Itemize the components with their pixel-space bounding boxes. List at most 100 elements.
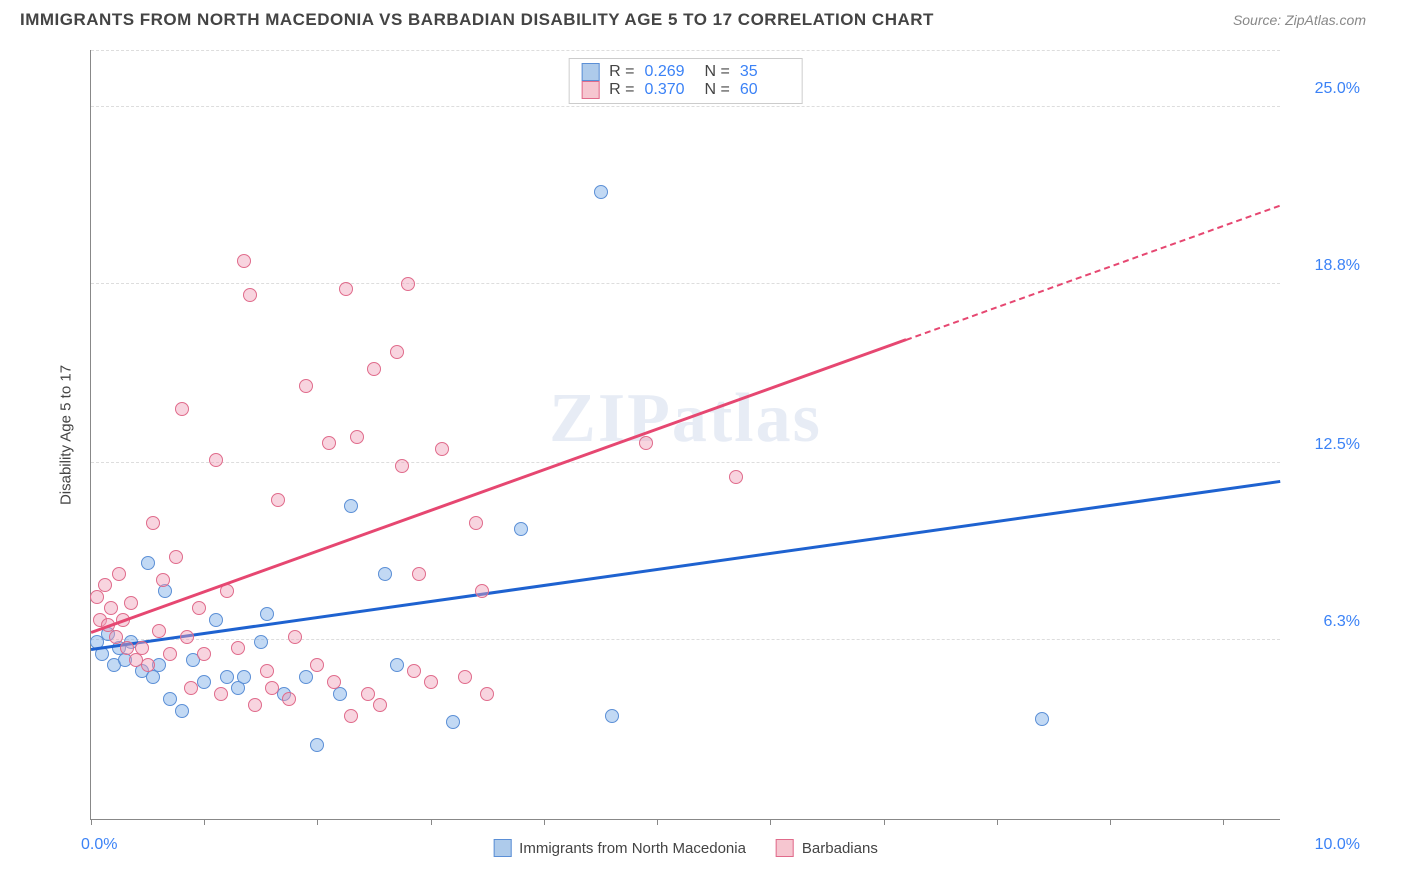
scatter-point-barbadians [373, 698, 387, 712]
scatter-point-north_macedonia [378, 567, 392, 581]
scatter-point-north_macedonia [605, 709, 619, 723]
r-label: R = [609, 81, 634, 99]
scatter-point-barbadians [169, 550, 183, 564]
scatter-point-barbadians [412, 567, 426, 581]
scatter-point-barbadians [407, 664, 421, 678]
scatter-point-barbadians [435, 442, 449, 456]
legend-swatch-macedonia [493, 839, 511, 857]
chart-title: IMMIGRANTS FROM NORTH MACEDONIA VS BARBA… [20, 10, 934, 30]
scatter-point-north_macedonia [163, 692, 177, 706]
scatter-point-barbadians [146, 516, 160, 530]
scatter-point-north_macedonia [390, 658, 404, 672]
scatter-point-barbadians [237, 254, 251, 268]
scatter-point-north_macedonia [446, 715, 460, 729]
scatter-point-barbadians [361, 687, 375, 701]
scatter-point-north_macedonia [209, 613, 223, 627]
x-tick [204, 819, 205, 825]
scatter-point-barbadians [98, 578, 112, 592]
scatter-point-barbadians [197, 647, 211, 661]
legend-swatch-blue [581, 63, 599, 81]
x-tick [1110, 819, 1111, 825]
scatter-point-barbadians [104, 601, 118, 615]
scatter-point-barbadians [260, 664, 274, 678]
scatter-point-barbadians [248, 698, 262, 712]
gridline-top [91, 50, 1280, 51]
scatter-point-barbadians [282, 692, 296, 706]
x-tick [1223, 819, 1224, 825]
scatter-point-barbadians [480, 687, 494, 701]
scatter-point-barbadians [124, 596, 138, 610]
x-tick [657, 819, 658, 825]
scatter-point-north_macedonia [220, 670, 234, 684]
legend-swatch-pink [581, 81, 599, 99]
x-tick [317, 819, 318, 825]
scatter-point-barbadians [327, 675, 341, 689]
x-tick [770, 819, 771, 825]
gridline [91, 462, 1280, 463]
scatter-point-barbadians [729, 470, 743, 484]
scatter-point-barbadians [339, 282, 353, 296]
scatter-point-barbadians [135, 641, 149, 655]
scatter-point-barbadians [424, 675, 438, 689]
chart-container: ZIPatlas Disability Age 5 to 17 0.0% 10.… [50, 50, 1370, 880]
y-tick-label: 25.0% [1290, 80, 1360, 98]
scatter-point-barbadians [109, 630, 123, 644]
scatter-point-barbadians [112, 567, 126, 581]
scatter-point-barbadians [350, 430, 364, 444]
scatter-point-north_macedonia [237, 670, 251, 684]
scatter-point-barbadians [475, 584, 489, 598]
scatter-point-barbadians [458, 670, 472, 684]
scatter-point-barbadians [184, 681, 198, 695]
scatter-point-barbadians [156, 573, 170, 587]
scatter-point-barbadians [401, 277, 415, 291]
y-tick-label: 12.5% [1290, 436, 1360, 454]
scatter-point-barbadians [344, 709, 358, 723]
legend-item-macedonia: Immigrants from North Macedonia [493, 839, 746, 857]
scatter-point-north_macedonia [254, 635, 268, 649]
scatter-point-north_macedonia [594, 185, 608, 199]
scatter-point-north_macedonia [197, 675, 211, 689]
n-label: N = [705, 63, 730, 81]
scatter-point-barbadians [288, 630, 302, 644]
x-axis-min-label: 0.0% [81, 836, 117, 854]
gridline [91, 283, 1280, 284]
x-axis-max-label: 10.0% [1315, 836, 1360, 854]
scatter-point-barbadians [322, 436, 336, 450]
scatter-point-barbadians [395, 459, 409, 473]
scatter-point-barbadians [175, 402, 189, 416]
scatter-point-north_macedonia [299, 670, 313, 684]
scatter-point-barbadians [265, 681, 279, 695]
legend-label-barbadians: Barbadians [802, 840, 878, 857]
correlation-row-1: R = 0.269 N = 35 [581, 63, 790, 81]
legend-swatch-barbadians [776, 839, 794, 857]
scatter-point-barbadians [152, 624, 166, 638]
series-legend: Immigrants from North Macedonia Barbadia… [493, 839, 878, 857]
x-tick [431, 819, 432, 825]
n-label: N = [705, 81, 730, 99]
scatter-point-north_macedonia [260, 607, 274, 621]
scatter-point-barbadians [367, 362, 381, 376]
chart-header: IMMIGRANTS FROM NORTH MACEDONIA VS BARBA… [0, 0, 1406, 30]
x-tick [91, 819, 92, 825]
legend-item-barbadians: Barbadians [776, 839, 878, 857]
y-tick-label: 6.3% [1290, 613, 1360, 631]
plot-area: ZIPatlas Disability Age 5 to 17 0.0% 10.… [90, 50, 1280, 820]
n-value-2: 60 [740, 81, 790, 99]
correlation-legend: R = 0.269 N = 35 R = 0.370 N = 60 [568, 58, 803, 104]
scatter-point-barbadians [271, 493, 285, 507]
n-value-1: 35 [740, 63, 790, 81]
scatter-point-barbadians [310, 658, 324, 672]
r-value-2: 0.370 [645, 81, 695, 99]
scatter-point-barbadians [243, 288, 257, 302]
scatter-point-barbadians [231, 641, 245, 655]
scatter-point-barbadians [299, 379, 313, 393]
scatter-point-barbadians [639, 436, 653, 450]
r-label: R = [609, 63, 634, 81]
correlation-row-2: R = 0.370 N = 60 [581, 81, 790, 99]
x-tick [997, 819, 998, 825]
scatter-point-barbadians [209, 453, 223, 467]
y-axis-title: Disability Age 5 to 17 [58, 364, 75, 504]
x-tick [884, 819, 885, 825]
scatter-point-barbadians [180, 630, 194, 644]
y-tick-label: 18.8% [1290, 257, 1360, 275]
